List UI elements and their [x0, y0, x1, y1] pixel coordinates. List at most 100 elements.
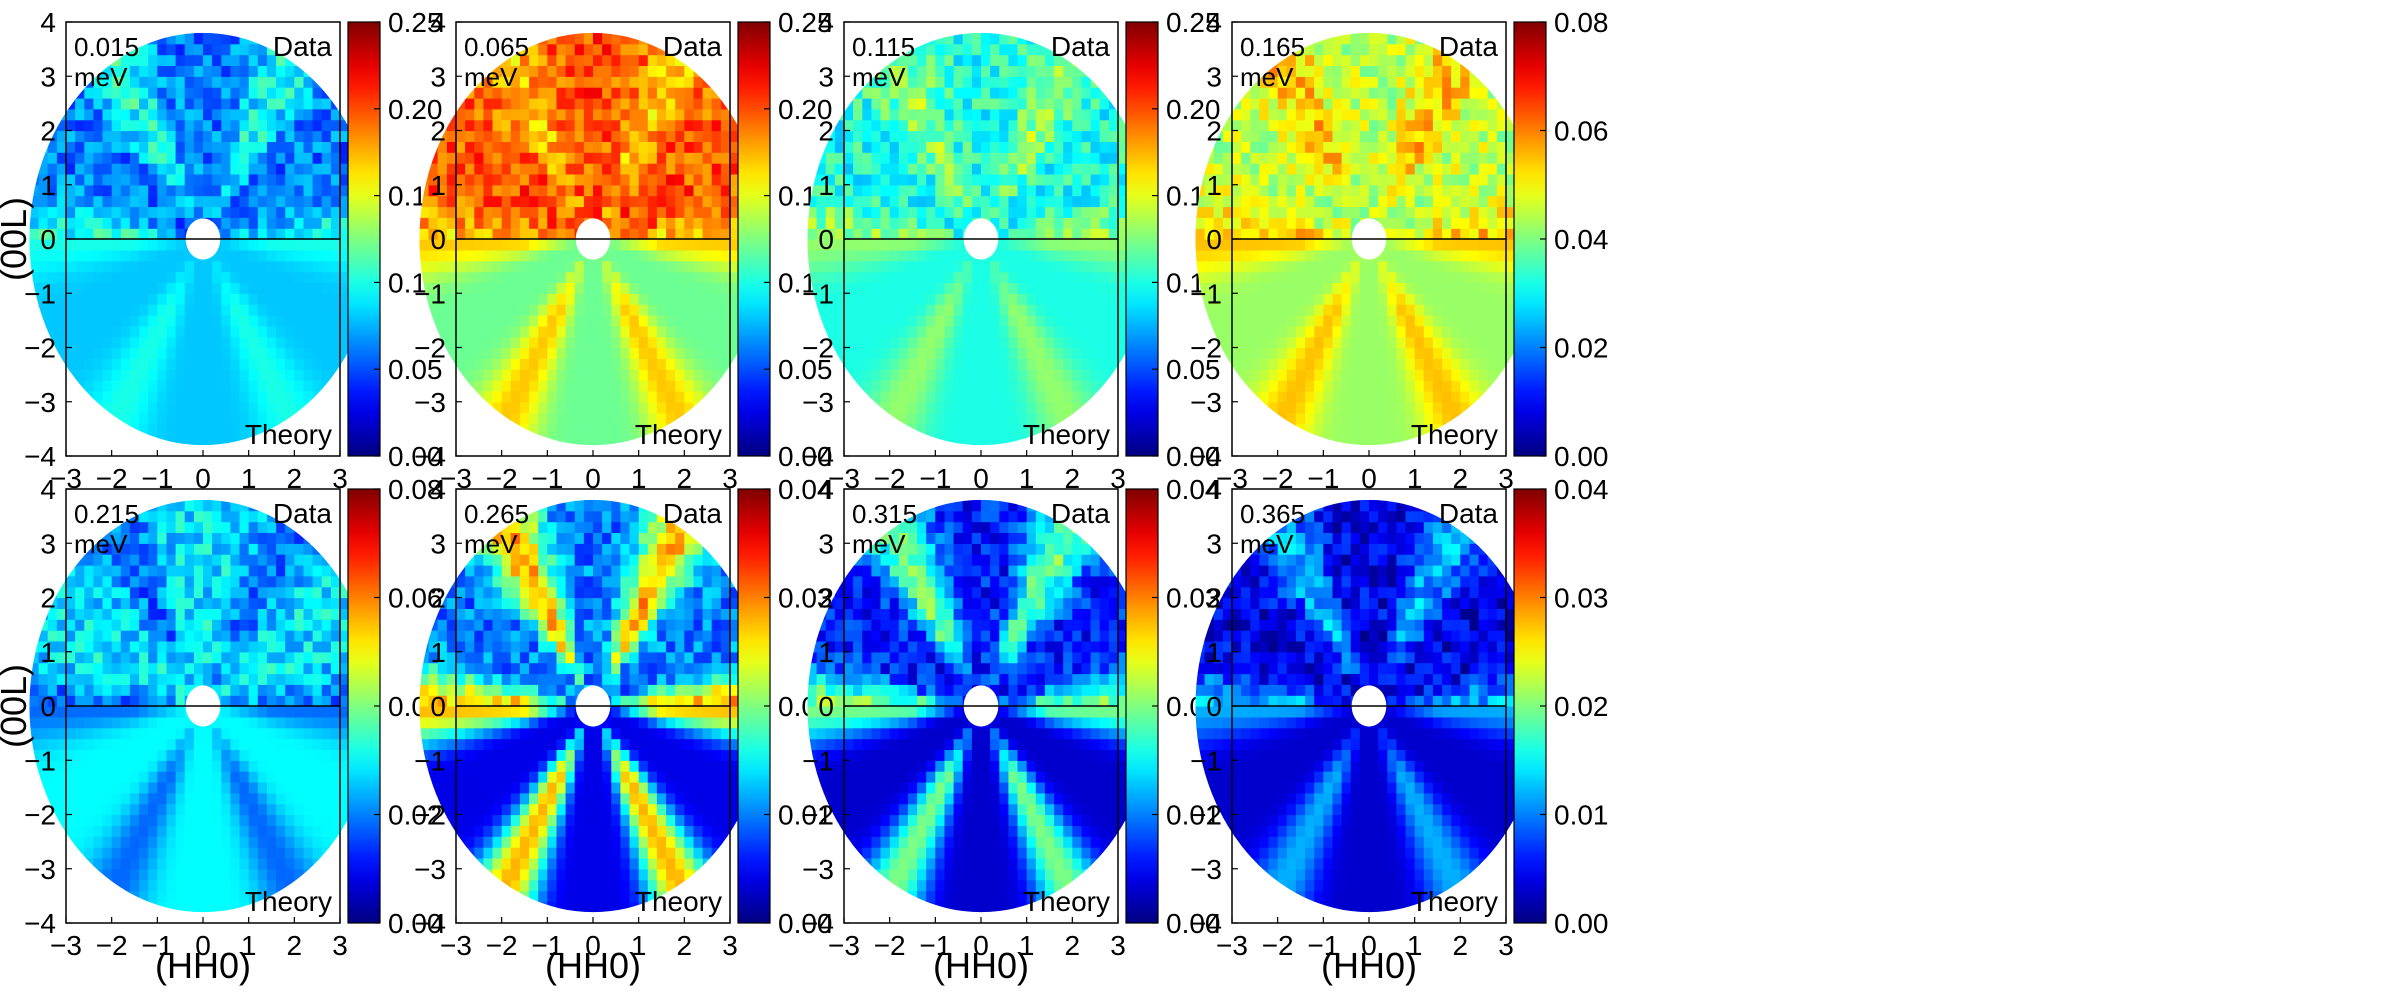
heat-cell	[240, 250, 250, 261]
heat-cell	[267, 98, 277, 110]
heat-cell	[157, 434, 167, 446]
heat-cell	[712, 391, 722, 403]
heat-cell	[1091, 206, 1101, 218]
heat-cell	[1278, 304, 1288, 316]
heat-cell	[584, 348, 594, 360]
heat-cell	[999, 261, 1009, 273]
heat-cell	[999, 315, 1009, 327]
heat-cell	[584, 163, 594, 175]
heat-cell	[835, 272, 845, 284]
heat-cell	[212, 76, 222, 88]
heat-cell	[331, 239, 341, 251]
heat-cell	[890, 348, 900, 360]
heat-cell	[1269, 293, 1279, 305]
heat-cell	[1223, 326, 1233, 338]
heat-cell	[630, 326, 640, 338]
heat-cell	[438, 44, 448, 56]
heat-cell	[103, 315, 113, 327]
energy-unit: meV	[74, 62, 128, 92]
heat-cell	[712, 369, 722, 381]
heat-cell	[853, 185, 863, 197]
heat-cell	[945, 250, 955, 261]
heat-cell	[999, 120, 1009, 132]
heat-cell	[420, 152, 430, 164]
heat-cell	[584, 358, 594, 370]
heat-cell	[1241, 120, 1251, 132]
heat-cell	[1008, 337, 1018, 349]
heat-cell	[313, 174, 323, 186]
heat-cell	[611, 391, 621, 403]
heat-cell	[1091, 348, 1101, 360]
heat-cell	[908, 228, 918, 240]
heat-cell	[511, 163, 521, 175]
heat-cell	[926, 423, 936, 435]
heat-cell	[66, 369, 76, 381]
heat-cell	[963, 109, 973, 121]
heat-cell	[130, 239, 140, 251]
heat-cell	[1232, 174, 1242, 186]
heat-cell	[917, 239, 927, 251]
heat-cell	[1305, 228, 1315, 240]
heat-cell	[57, 206, 67, 218]
heat-cell	[611, 261, 621, 273]
heat-cell	[721, 250, 731, 261]
heat-cell	[1027, 87, 1037, 99]
heat-cell	[313, 217, 323, 229]
heat-cell	[648, 65, 658, 77]
heat-cell	[566, 98, 576, 110]
heat-cell	[276, 337, 286, 349]
heat-cell	[520, 217, 530, 229]
heat-cell	[954, 358, 964, 370]
heat-cell	[230, 293, 240, 305]
heat-cell	[167, 402, 177, 414]
heat-cell	[1278, 402, 1288, 414]
heat-cell	[954, 196, 964, 208]
heat-cell	[694, 326, 704, 338]
heat-cell	[529, 152, 539, 164]
heat-cell	[194, 380, 204, 392]
heat-cell	[447, 228, 457, 240]
heat-cell	[926, 369, 936, 381]
heat-cell	[1232, 326, 1242, 338]
heat-cell	[999, 391, 1009, 403]
heat-cell	[666, 65, 676, 77]
heat-cell	[230, 261, 240, 273]
heat-cell	[194, 206, 204, 218]
heat-cell	[1091, 391, 1101, 403]
heat-cell	[954, 206, 964, 218]
heat-cell	[1027, 76, 1037, 88]
heat-cell	[493, 348, 503, 360]
heat-cell	[249, 369, 259, 381]
heat-cell	[584, 65, 594, 77]
heat-cell	[267, 272, 277, 284]
heat-cell	[593, 141, 603, 153]
heat-cell	[945, 434, 955, 446]
heat-cell	[148, 413, 158, 425]
heat-cell	[981, 293, 991, 305]
heat-cell	[1008, 391, 1018, 403]
heat-cell	[908, 315, 918, 327]
heat-cell	[566, 304, 576, 316]
heat-cell	[1054, 65, 1064, 77]
heat-cell	[703, 196, 713, 208]
heat-cell	[139, 196, 149, 208]
heat-cell	[285, 369, 295, 381]
heat-cell	[240, 44, 250, 56]
heat-cell	[420, 228, 430, 240]
heat-cell	[1250, 152, 1260, 164]
heat-cell	[1045, 109, 1055, 121]
heat-cell	[935, 413, 945, 425]
heat-cell	[853, 163, 863, 175]
heat-cell	[538, 206, 548, 218]
heat-cell	[1091, 402, 1101, 414]
heat-cell	[285, 141, 295, 153]
heat-cell	[1278, 131, 1288, 143]
heat-cell	[835, 391, 845, 403]
heat-cell	[926, 402, 936, 414]
heat-cell	[30, 141, 40, 153]
heat-cell	[1223, 282, 1233, 294]
heat-cell	[438, 152, 448, 164]
heat-cell	[853, 282, 863, 294]
heat-cell	[981, 76, 991, 88]
heat-cell	[322, 304, 332, 316]
